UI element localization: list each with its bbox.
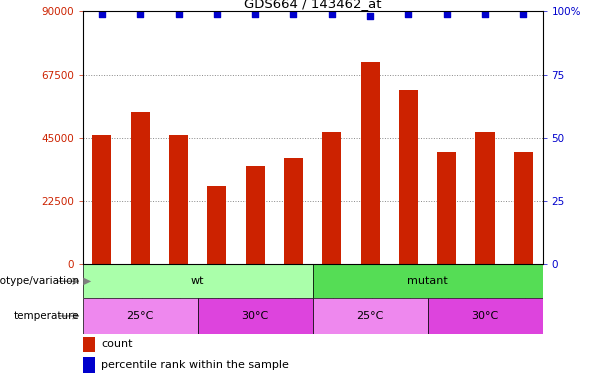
Text: percentile rank within the sample: percentile rank within the sample [101,360,289,370]
Title: GDS664 / 143462_at: GDS664 / 143462_at [244,0,381,10]
Bar [197,298,313,334]
Bar [93,135,112,264]
Bar [476,132,495,264]
Text: genotype/variation: genotype/variation [0,276,80,286]
Bar [313,298,428,334]
Text: mutant: mutant [407,276,448,286]
Point [403,11,413,17]
Text: temperature: temperature [14,311,80,321]
Point [519,11,528,17]
Point [365,13,375,19]
Point [289,11,299,17]
Bar [437,152,456,264]
Bar [131,112,150,264]
Bar [83,337,95,352]
Point [327,11,337,17]
Bar [514,152,533,264]
Point [250,11,260,17]
Bar [246,166,265,264]
Text: count: count [101,339,132,350]
Bar [313,264,543,298]
Text: ▶: ▶ [80,276,91,286]
Bar [83,298,197,334]
Bar [207,186,226,264]
Bar [83,264,313,298]
Text: 25°C: 25°C [356,311,384,321]
Bar [284,158,303,264]
Point [97,11,107,17]
Bar [360,62,379,264]
Text: wt: wt [191,276,205,286]
Bar [169,135,188,264]
Point [212,11,222,17]
Bar [428,298,543,334]
Text: 25°C: 25°C [126,311,154,321]
Text: 30°C: 30°C [242,311,268,321]
Text: 30°C: 30°C [471,311,498,321]
Point [173,11,183,17]
Point [480,11,490,17]
Bar [399,90,418,264]
Point [135,11,145,17]
Bar [83,357,95,373]
Point [442,11,452,17]
Bar [322,132,341,264]
